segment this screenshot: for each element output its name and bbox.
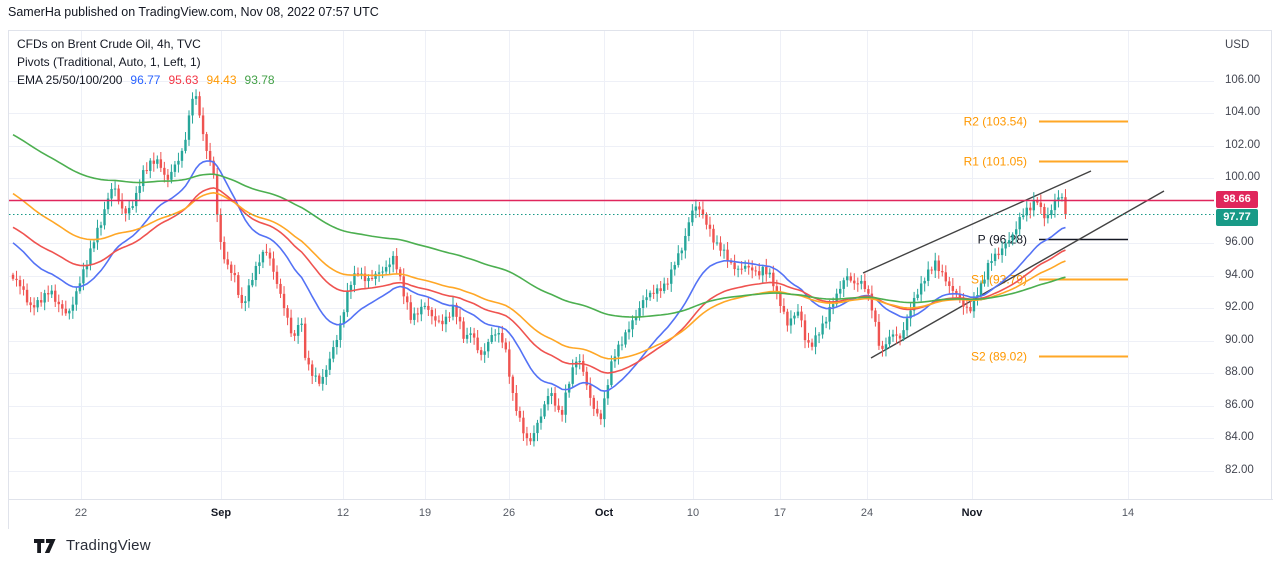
prior-settlement-badge: 98.66 (1216, 191, 1258, 209)
time-axis-label: Nov (961, 507, 983, 519)
price-axis-label: 82.00 (1225, 463, 1254, 476)
chart-legend: CFDs on Brent Crude Oil, 4h, TVC Pivots … (17, 35, 275, 89)
time-axis-label: 17 (773, 507, 787, 519)
price-axis[interactable]: USD 106.00 104.00 102.00 100.00 96.00 94.00 92… (1214, 31, 1272, 499)
time-axis-label: 10 (686, 507, 700, 519)
price-axis-label: 94.00 (1225, 268, 1254, 281)
legend-ema-indicator[interactable]: EMA 25/50/100/200 96.77 95.63 94.43 93.78 (17, 71, 275, 89)
price-axis-label: 90.00 (1225, 333, 1254, 346)
price-axis-label: 84.00 (1225, 431, 1254, 444)
ema-indicator-label: EMA 25/50/100/200 (17, 73, 123, 87)
price-axis-label: 86.00 (1225, 398, 1254, 411)
time-axis-label: Oct (594, 507, 614, 519)
time-axis[interactable]: 22 Sep 12 19 26 Oct 10 17 24 Nov 14 (9, 499, 1273, 529)
price-axis-label: 88.00 (1225, 366, 1254, 379)
price-axis-label: 96.00 (1225, 236, 1254, 249)
ema-value: 95.63 (168, 73, 199, 87)
tradingview-brand-text: TradingView (66, 537, 151, 554)
time-axis-label: 24 (860, 507, 874, 519)
price-axis-label: 104.00 (1225, 106, 1261, 119)
time-axis-label: 22 (74, 507, 88, 519)
time-axis-label: 12 (336, 507, 350, 519)
price-chart-canvas[interactable] (9, 31, 1273, 531)
publish-caption: SamerHa published on TradingView.com, No… (8, 5, 379, 19)
ema-value: 96.77 (130, 73, 161, 87)
time-axis-label: Sep (210, 507, 232, 519)
price-axis-label: 106.00 (1225, 73, 1261, 86)
last-price-badge: 97.77 (1216, 208, 1258, 226)
ema-value: 93.78 (244, 73, 275, 87)
legend-symbol[interactable]: CFDs on Brent Crude Oil, 4h, TVC (17, 37, 201, 51)
time-axis-label: 26 (502, 507, 516, 519)
time-axis-label: 14 (1121, 507, 1135, 519)
legend-pivots-indicator[interactable]: Pivots (Traditional, Auto, 1, Left, 1) (17, 55, 201, 69)
currency-label: USD (1225, 39, 1250, 51)
price-axis-label: 100.00 (1225, 171, 1261, 184)
tradingview-logo-icon (34, 538, 59, 554)
time-axis-label: 19 (418, 507, 432, 519)
chart-panel: CFDs on Brent Crude Oil, 4h, TVC Pivots … (8, 30, 1273, 531)
price-axis-label: 92.00 (1225, 301, 1254, 314)
ema-value: 94.43 (206, 73, 237, 87)
price-axis-label: 102.00 (1225, 138, 1261, 151)
tradingview-attribution[interactable]: TradingView (34, 537, 151, 554)
